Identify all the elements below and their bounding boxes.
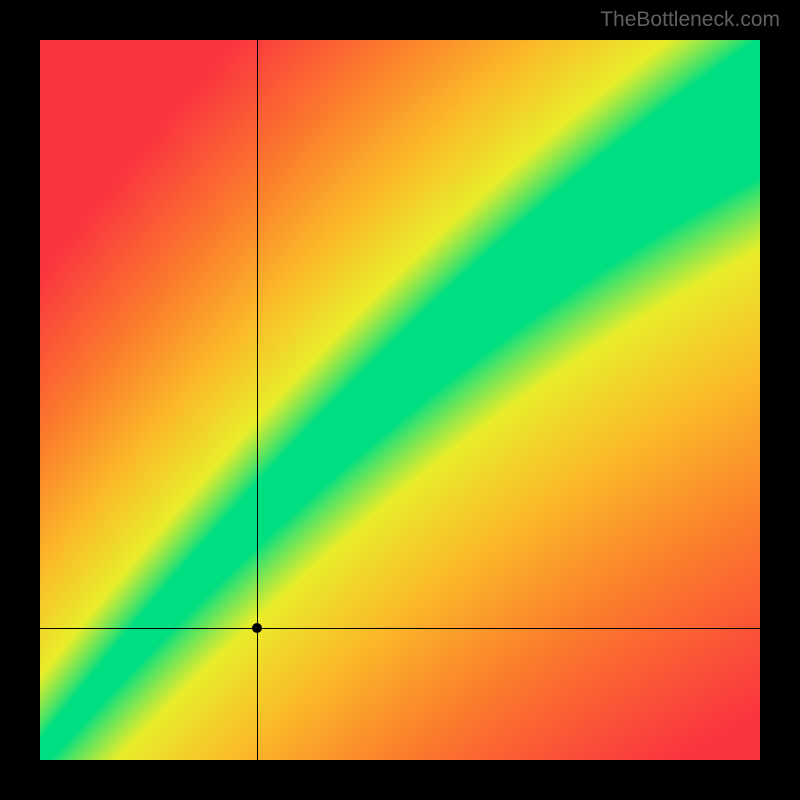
- crosshair-vertical-line: [257, 40, 258, 760]
- heatmap-canvas: [40, 40, 760, 760]
- crosshair-marker-dot: [252, 623, 262, 633]
- heatmap-plot-area: [40, 40, 760, 760]
- watermark-text: TheBottleneck.com: [600, 8, 780, 32]
- crosshair-horizontal-line: [40, 628, 760, 629]
